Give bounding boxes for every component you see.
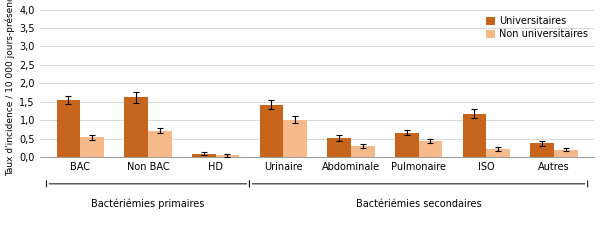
Bar — [215, 156, 239, 157]
Bar — [283, 120, 307, 157]
Bar — [554, 150, 578, 157]
Bar — [327, 138, 351, 157]
Text: Bactériémies secondaires: Bactériémies secondaires — [356, 199, 481, 209]
Bar — [419, 141, 442, 157]
Bar — [148, 131, 172, 157]
Bar — [80, 137, 104, 157]
Y-axis label: Taux d'incidence / 10 000 jours-présence: Taux d'incidence / 10 000 jours-présence — [5, 0, 15, 176]
Bar — [463, 114, 486, 157]
Bar — [351, 146, 374, 157]
Bar — [530, 143, 554, 157]
Bar — [486, 149, 510, 157]
Bar — [395, 133, 419, 157]
Bar — [56, 100, 80, 157]
Text: Bactériémies primaires: Bactériémies primaires — [91, 199, 205, 209]
Bar — [124, 97, 148, 157]
Bar — [192, 154, 215, 157]
Bar — [260, 105, 283, 157]
Legend: Universitaires, Non universitaires: Universitaires, Non universitaires — [484, 14, 590, 41]
